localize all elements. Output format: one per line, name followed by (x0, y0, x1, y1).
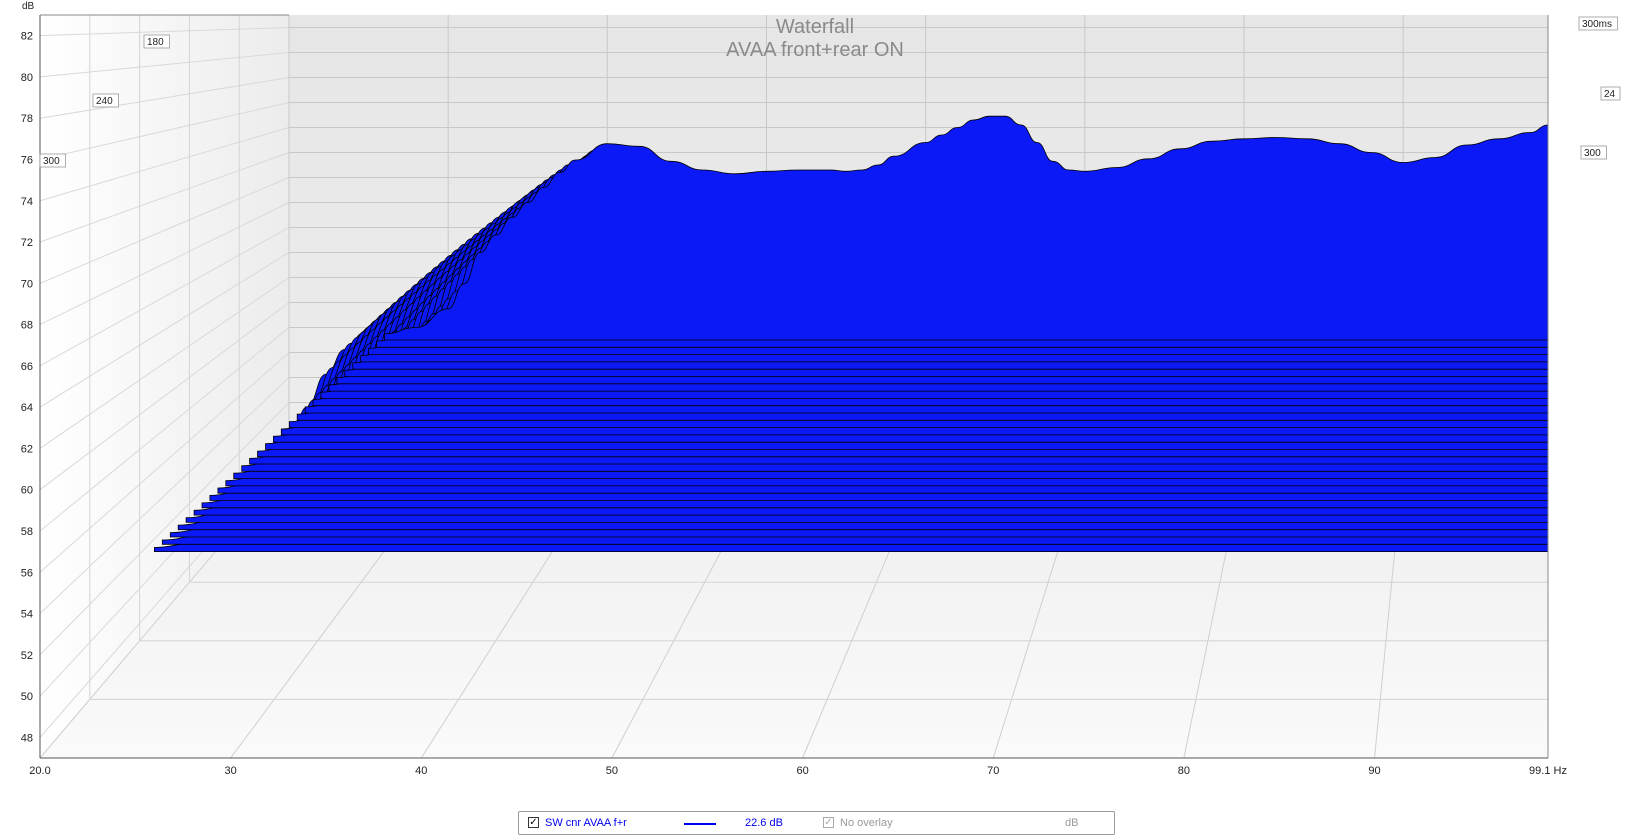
y-tick-label: 72 (21, 237, 33, 249)
x-tick-label: 70 (987, 765, 999, 777)
time-label-left: 180 (147, 37, 164, 48)
y-tick-label: 50 (21, 691, 33, 703)
y-tick-label: 74 (21, 196, 33, 208)
x-tick-label: 99.1 Hz (1529, 765, 1567, 777)
grid-line-db-side (39, 127, 290, 202)
y-tick-label: 48 (21, 732, 33, 744)
grid-line-db-side (39, 352, 290, 573)
time-label-box (92, 93, 119, 108)
time-label-right: 24 (1604, 89, 1616, 100)
time-label-box (1600, 86, 1621, 101)
y-tick-label: 54 (21, 609, 33, 621)
grid-line-db-side (39, 177, 290, 284)
y-tick-label: 76 (21, 154, 33, 166)
time-label-left: 240 (96, 96, 113, 107)
grid-line-db-side (39, 152, 290, 243)
side-wall (40, 15, 289, 758)
y-tick-label: 52 (21, 650, 33, 662)
grid-line-db-side (39, 77, 290, 119)
time-label-box (143, 34, 170, 49)
y-tick-label: 62 (21, 443, 33, 455)
overlay-label[interactable]: No overlay (840, 817, 893, 829)
time-label-left: 300 (43, 156, 60, 167)
y-tick-label: 58 (21, 526, 33, 538)
y-tick-label: 70 (21, 278, 33, 290)
grid-line-db-side (39, 52, 290, 78)
time-label-box (1580, 145, 1607, 160)
grid-line-db-side (39, 402, 290, 656)
overlay-checkbox[interactable]: ✓ (823, 817, 834, 828)
chart-subtitle: AVAA front+rear ON (726, 39, 904, 61)
y-tick-label: 82 (21, 31, 33, 43)
series-checkbox[interactable]: ✓ (528, 817, 539, 828)
y-tick-label: 78 (21, 113, 33, 125)
waterfall-slice (384, 115, 1549, 341)
overlay-unit: dB (1065, 817, 1079, 829)
y-tick-label: 60 (21, 485, 33, 497)
x-tick-label: 30 (225, 765, 237, 777)
waterfall-slices (154, 115, 1549, 552)
y-tick-label: 80 (21, 72, 33, 84)
grid-line-db-side (39, 377, 290, 614)
x-tick-label: 50 (606, 765, 618, 777)
x-tick-label: 40 (415, 765, 427, 777)
series-value: 22.6 dB (745, 817, 783, 829)
grid-line-db-side (39, 27, 290, 37)
grid-line-db-side (39, 252, 290, 408)
legend-bar: ✓ SW cnr AVAA f+r 22.6 dB ✓ No overlay d… (518, 811, 1115, 835)
axes: 82 80 78 76 74 72 70 68 66 64 62 60 58 56 54 52 50 48 20.0… (21, 14, 1621, 777)
x-tick-label: 20.0 (29, 765, 50, 777)
series-line-swatch (684, 823, 716, 825)
y-tick-label: 66 (21, 361, 33, 373)
y-tick-label: 64 (21, 402, 33, 414)
grid-line-db-side (39, 227, 290, 367)
y-axis-unit: dB (22, 1, 35, 12)
y-tick-label: 68 (21, 320, 33, 332)
x-tick-label: 90 (1368, 765, 1380, 777)
grid-line-db-side (39, 102, 290, 160)
time-label-box (39, 153, 66, 168)
grid-line-db-side (39, 277, 290, 449)
y-tick-label: 56 (21, 567, 33, 579)
time-label-box (1578, 16, 1618, 31)
x-tick-label: 80 (1178, 765, 1190, 777)
series-name[interactable]: SW cnr AVAA f+r (545, 817, 627, 829)
time-label-right: 300ms (1582, 19, 1612, 30)
time-label-right: 300 (1584, 148, 1601, 159)
chart-title: Waterfall (776, 16, 854, 38)
x-tick-label: 60 (796, 765, 808, 777)
grid-line-db-side (39, 327, 290, 532)
grid-line-db-side (39, 302, 290, 491)
grid-line-db-side (39, 202, 290, 326)
